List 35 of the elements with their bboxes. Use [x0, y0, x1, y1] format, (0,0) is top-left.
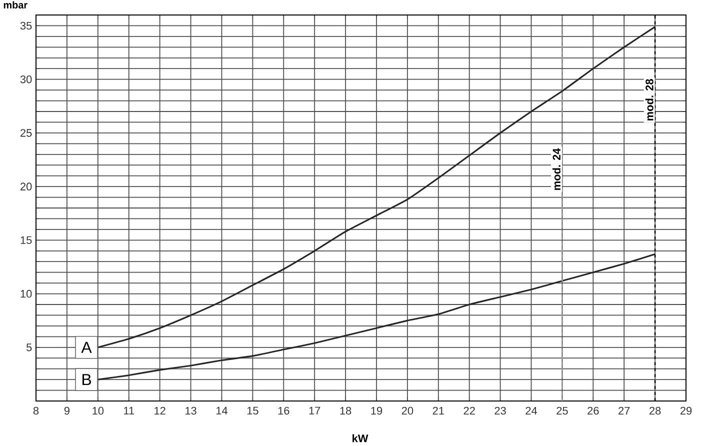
x-tick-label: 27	[618, 406, 630, 415]
y-tick-label: 20	[20, 182, 32, 190]
x-tick-label: 25	[556, 406, 568, 415]
y-axis-title: mbar	[4, 1, 28, 9]
series-label: B	[82, 374, 91, 386]
y-tick-label: 30	[20, 75, 32, 84]
x-tick-label: 9	[64, 406, 70, 415]
x-axis-title: kW	[352, 434, 368, 442]
y-tick-label: 35	[20, 22, 32, 30]
y-tick-label: 10	[20, 290, 32, 298]
x-tick-label: 26	[588, 406, 599, 415]
x-tick-label: 15	[247, 406, 258, 414]
x-tick-label: 24	[526, 406, 538, 415]
x-tick-label: 22	[464, 406, 475, 415]
y-tick-label: 25	[20, 129, 32, 137]
y-tick-label: 15	[20, 236, 32, 244]
x-tick-label: 29	[680, 406, 692, 415]
x-tick-label: 14	[216, 406, 228, 414]
x-tick-label: 20	[402, 406, 414, 415]
x-tick-label: 16	[278, 406, 290, 415]
x-tick-label: 13	[185, 406, 196, 415]
x-tick-label: 11	[124, 406, 134, 414]
y-tick-label: 5	[26, 344, 32, 352]
x-tick-label: 17	[309, 406, 320, 414]
x-tick-label: 23	[494, 406, 506, 415]
x-tick-label: 28	[650, 406, 661, 415]
series-label: A	[81, 342, 92, 353]
ref-line-label: mod. 28	[645, 79, 654, 120]
x-tick-label: 8	[33, 406, 39, 415]
x-tick-label: 10	[92, 406, 104, 415]
x-tick-label: 21	[432, 406, 444, 415]
ref-line-label: mod. 24	[552, 148, 560, 190]
x-tick-label: 19	[371, 406, 382, 415]
x-tick-label: 12	[154, 406, 166, 415]
x-tick-label: 18	[340, 406, 352, 415]
